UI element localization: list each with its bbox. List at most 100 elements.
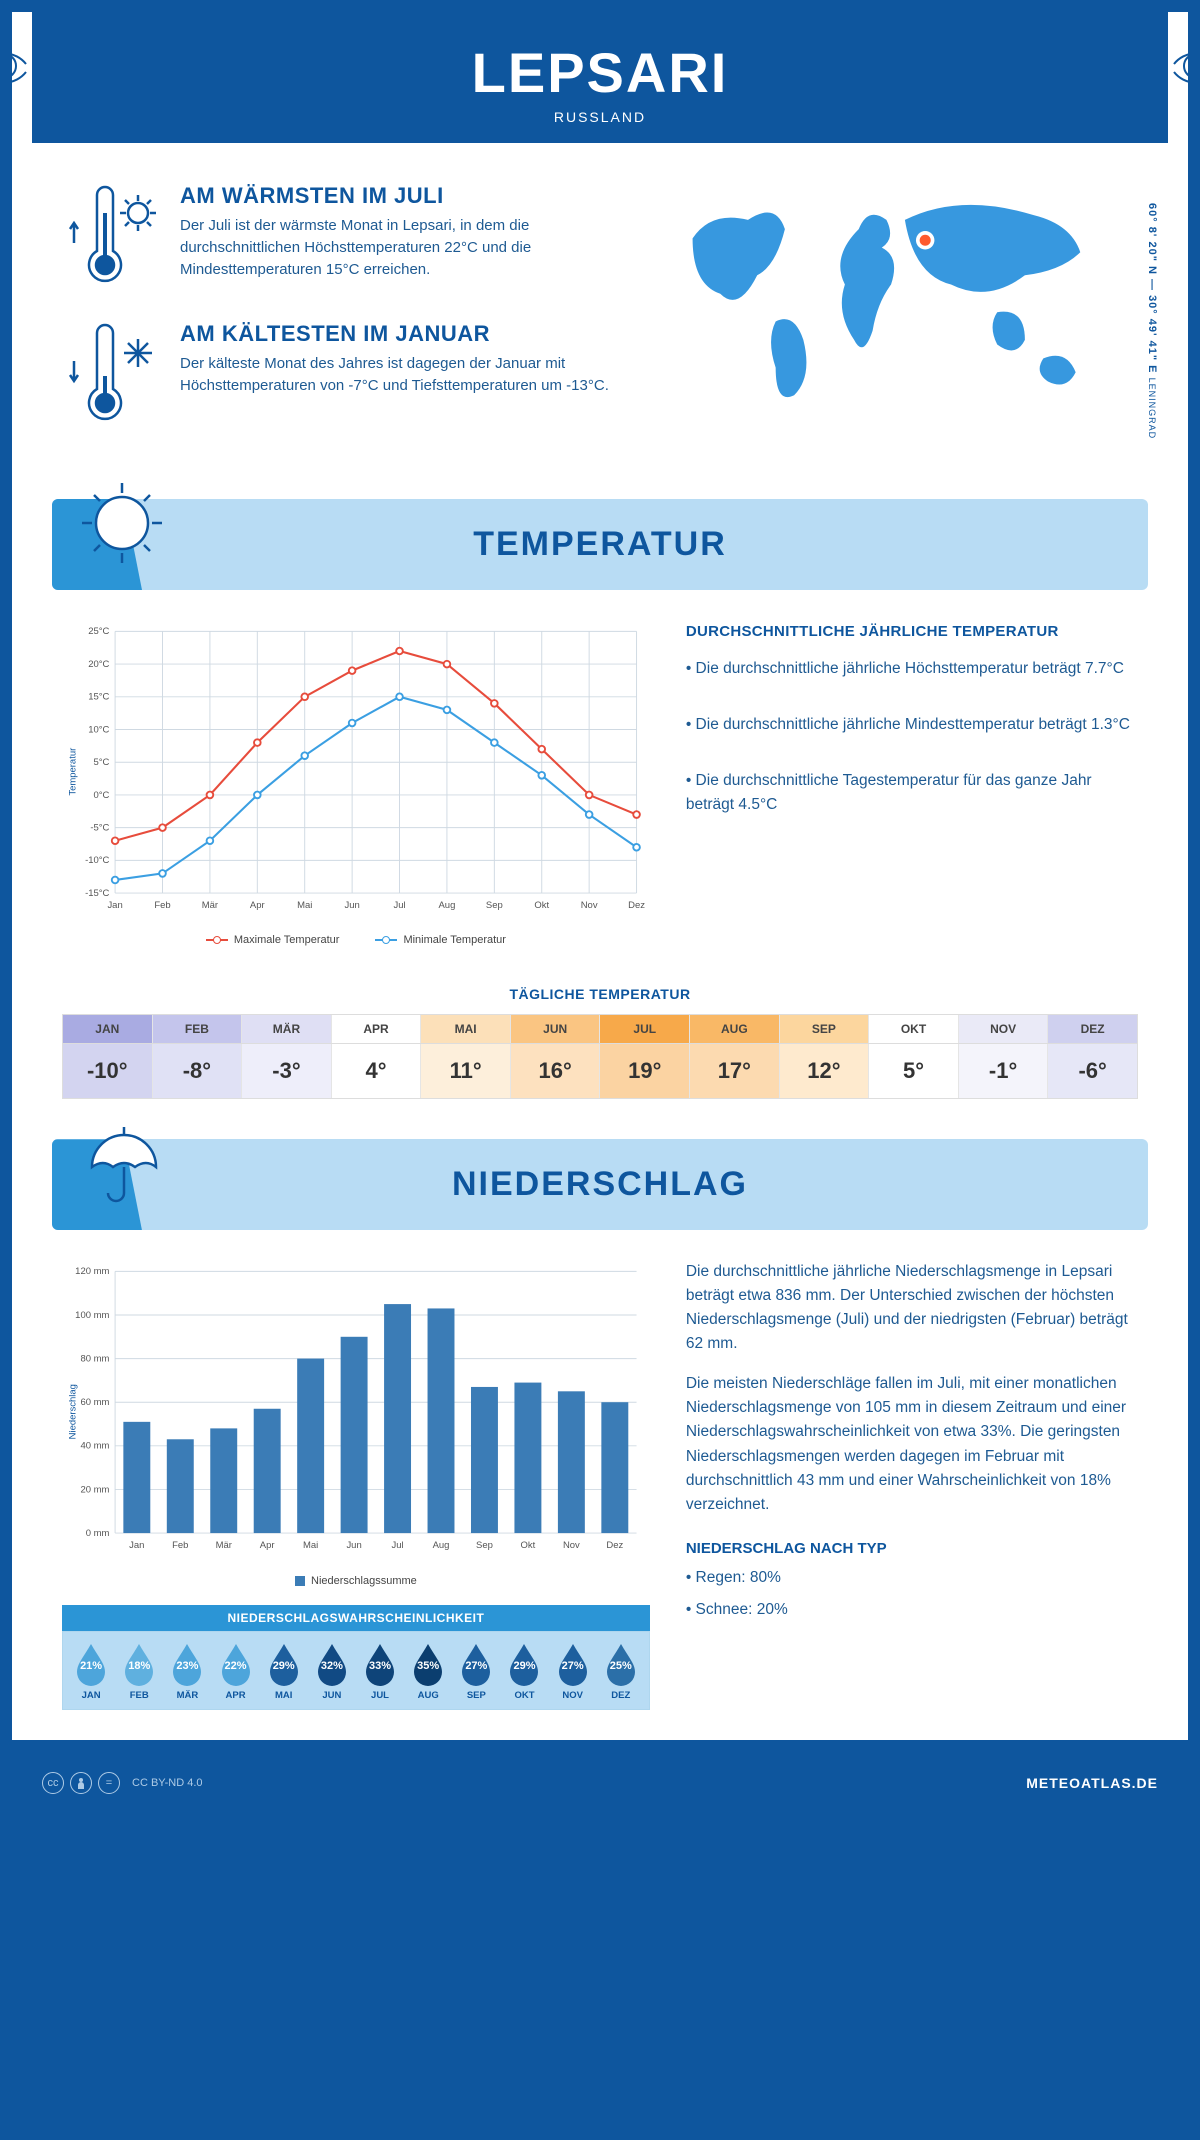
daily-value-cell: -6° (1048, 1044, 1137, 1098)
coords-region: LENINGRAD (1147, 378, 1157, 440)
raindrop-icon: 32% (314, 1642, 350, 1686)
precipitation-text: Die durchschnittliche jährliche Niedersc… (686, 1260, 1138, 1709)
probability-cell: 33% JUL (356, 1642, 404, 1701)
daily-head-cell: JAN (63, 1015, 153, 1043)
probability-value: 22% (225, 1660, 247, 1672)
probability-month: JUN (308, 1690, 356, 1701)
daily-head-cell: NOV (959, 1015, 1049, 1043)
precipitation-heading: NIEDERSCHLAG (62, 1165, 1138, 1204)
probability-month: APR (211, 1690, 259, 1701)
probability-month: FEB (115, 1690, 163, 1701)
svg-text:Okt: Okt (521, 1541, 536, 1552)
probability-cell: 32% JUN (308, 1642, 356, 1701)
raindrop-icon: 18% (121, 1642, 157, 1686)
probability-cell: 25% DEZ (597, 1642, 645, 1701)
svg-text:Okt: Okt (534, 900, 549, 911)
probability-value: 32% (321, 1660, 343, 1672)
probability-cell: 29% MAI (260, 1642, 308, 1701)
probability-cell: 29% OKT (500, 1642, 548, 1701)
svg-text:20°C: 20°C (88, 659, 109, 670)
daily-value-cell: -3° (242, 1044, 332, 1098)
probability-month: NOV (549, 1690, 597, 1701)
svg-text:Mai: Mai (297, 900, 312, 911)
temperature-body: -15°C-10°C-5°C0°C5°C10°C15°C20°C25°CJanF… (12, 620, 1188, 976)
daily-value-cell: 19° (600, 1044, 690, 1098)
fact-warmest-text: AM WÄRMSTEN IM JULI Der Juli ist der wär… (180, 183, 615, 293)
intro-section: AM WÄRMSTEN IM JULI Der Juli ist der wär… (12, 143, 1188, 479)
world-map-icon (635, 183, 1138, 423)
probability-month: SEP (452, 1690, 500, 1701)
raindrop-icon: 27% (555, 1642, 591, 1686)
daily-value-cell: -10° (63, 1044, 153, 1098)
thermometer-snow-icon (62, 321, 162, 431)
svg-text:Mär: Mär (202, 900, 218, 911)
svg-text:Aug: Aug (439, 900, 456, 911)
daily-value-cell: 17° (690, 1044, 780, 1098)
daily-head-cell: JUL (600, 1015, 690, 1043)
svg-text:-10°C: -10°C (85, 855, 109, 866)
svg-text:100 mm: 100 mm (75, 1310, 109, 1321)
license-text: CC BY-ND 4.0 (132, 1772, 203, 1794)
svg-text:Apr: Apr (260, 1541, 275, 1552)
fact-coldest-text: AM KÄLTESTEN IM JANUAR Der kälteste Mona… (180, 321, 615, 431)
probability-value: 18% (128, 1660, 150, 1672)
daily-head-cell: OKT (869, 1015, 959, 1043)
thermometer-sun-icon (62, 183, 162, 293)
raindrop-icon: 23% (169, 1642, 205, 1686)
nd-icon: = (98, 1772, 120, 1794)
svg-text:Nov: Nov (581, 900, 598, 911)
daily-value-cell: 12° (780, 1044, 870, 1098)
temperature-chart-container: -15°C-10°C-5°C0°C5°C10°C15°C20°C25°CJanF… (62, 620, 650, 946)
world-map-container: 60° 8' 20" N — 30° 49' 41" E LENINGRAD (635, 183, 1138, 459)
daily-value-cell: -8° (153, 1044, 243, 1098)
svg-text:20 mm: 20 mm (80, 1485, 109, 1496)
svg-text:Feb: Feb (172, 1541, 188, 1552)
svg-text:Nov: Nov (563, 1541, 580, 1552)
svg-text:5°C: 5°C (94, 757, 110, 768)
svg-text:Mai: Mai (303, 1541, 318, 1552)
sun-icon (80, 481, 164, 565)
svg-text:Jun: Jun (344, 900, 359, 911)
svg-text:-5°C: -5°C (90, 822, 109, 833)
daily-temperature-title: TÄGLICHE TEMPERATUR (62, 986, 1138, 1002)
probability-month: DEZ (597, 1690, 645, 1701)
daily-value-cell: -1° (959, 1044, 1049, 1098)
coordinates: 60° 8' 20" N — 30° 49' 41" E LENINGRAD (1146, 203, 1158, 439)
temperature-line-chart: -15°C-10°C-5°C0°C5°C10°C15°C20°C25°CJanF… (62, 620, 650, 923)
temperature-banner: TEMPERATUR (52, 499, 1148, 590)
coords-lat: 60° 8' 20" N (1146, 203, 1158, 275)
by-icon (70, 1772, 92, 1794)
probability-value: 29% (513, 1660, 535, 1672)
probability-month: JAN (67, 1690, 115, 1701)
probability-value: 29% (273, 1660, 295, 1672)
svg-text:80 mm: 80 mm (80, 1354, 109, 1365)
intro-facts: AM WÄRMSTEN IM JULI Der Juli ist der wär… (62, 183, 615, 459)
svg-text:-15°C: -15°C (85, 888, 109, 899)
legend-max: Maximale Temperatur (206, 934, 340, 946)
daily-head-cell: SEP (780, 1015, 870, 1043)
probability-value: 21% (80, 1660, 102, 1672)
raindrop-icon: 22% (218, 1642, 254, 1686)
probability-cell: 21% JAN (67, 1642, 115, 1701)
probability-month: JUL (356, 1690, 404, 1701)
temperature-text-title: DURCHSCHNITTLICHE JÄHRLICHE TEMPERATUR (686, 620, 1138, 643)
daily-temperature-header-row: JANFEBMÄRAPRMAIJUNJULAUGSEPOKTNOVDEZ (62, 1014, 1138, 1044)
probability-cell: 35% AUG (404, 1642, 452, 1701)
raindrop-icon: 27% (458, 1642, 494, 1686)
footer-brand: METEOATLAS.DE (1026, 1775, 1158, 1791)
fact-coldest: AM KÄLTESTEN IM JANUAR Der kälteste Mona… (62, 321, 615, 431)
svg-text:Jun: Jun (346, 1541, 361, 1552)
fact-coldest-body: Der kälteste Monat des Jahres ist dagege… (180, 353, 615, 397)
raindrop-icon: 21% (73, 1642, 109, 1686)
precipitation-para-1: Die durchschnittliche jährliche Niedersc… (686, 1260, 1138, 1356)
temperature-text: DURCHSCHNITTLICHE JÄHRLICHE TEMPERATUR •… (686, 620, 1138, 946)
umbrella-icon (80, 1121, 164, 1205)
svg-text:Sep: Sep (476, 1541, 493, 1552)
precipitation-type-title: NIEDERSCHLAG NACH TYP (686, 1537, 1138, 1560)
daily-value-cell: 16° (511, 1044, 601, 1098)
legend-precip: Niederschlagssumme (295, 1575, 417, 1587)
raindrop-icon: 29% (506, 1642, 542, 1686)
fact-warmest-body: Der Juli ist der wärmste Monat in Lepsar… (180, 215, 615, 280)
daily-value-cell: 5° (869, 1044, 959, 1098)
daily-head-cell: DEZ (1048, 1015, 1137, 1043)
